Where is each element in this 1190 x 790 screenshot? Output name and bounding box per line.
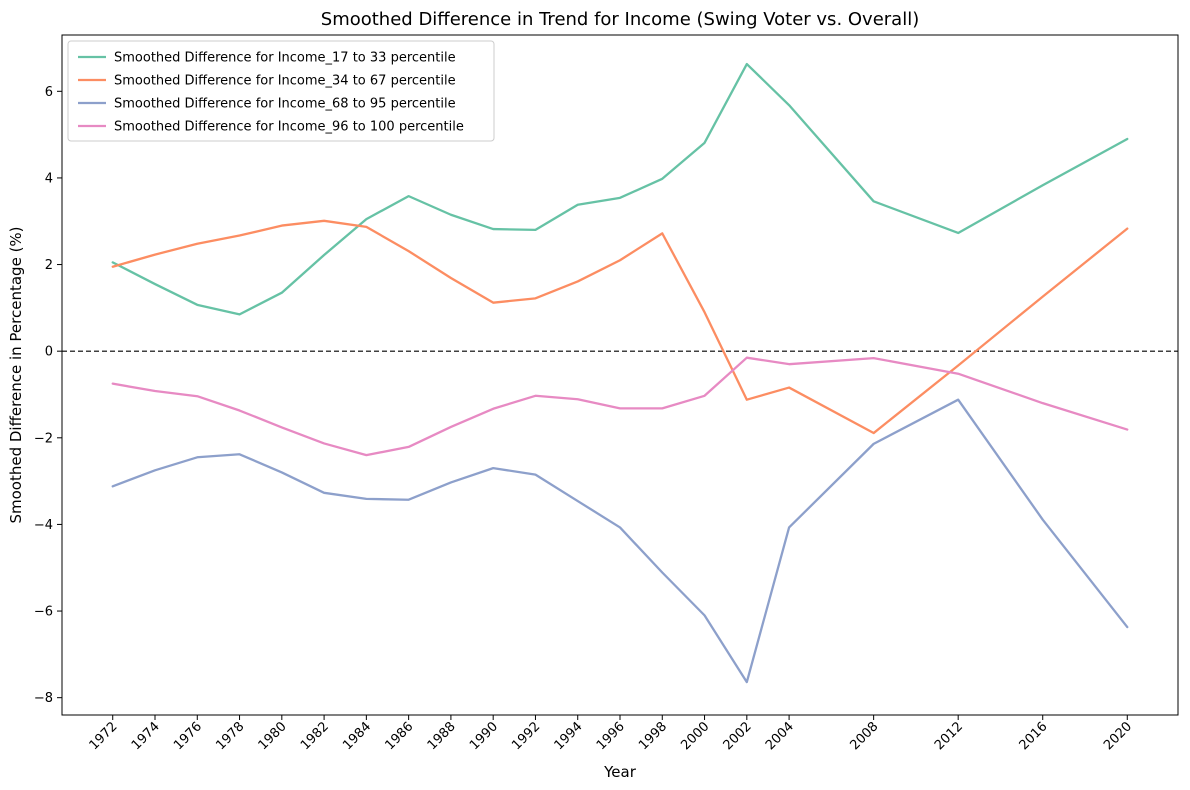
legend-box — [67, 40, 495, 142]
x-tick-label: 2012 — [932, 719, 966, 753]
x-tick-label: 1998 — [636, 719, 670, 753]
y-tick-label: 2 — [45, 258, 53, 273]
y-axis-title: Smoothed Difference in Percentage (%) — [7, 226, 25, 523]
y-tick-label: −2 — [34, 431, 53, 446]
x-tick-label: 1994 — [552, 719, 586, 753]
legend-label-3: Smoothed Difference for Income_68 to 95 … — [114, 97, 456, 112]
x-tick-label: 1988 — [425, 719, 459, 753]
x-tick-label: 2004 — [763, 719, 797, 753]
x-axis-title: Year — [603, 763, 637, 781]
x-tick-label: 2020 — [1101, 719, 1135, 753]
series-line-3 — [111, 398, 1129, 684]
x-tick-label: 1996 — [594, 719, 628, 753]
x-tick-label: 2016 — [1017, 719, 1051, 753]
y-tick-label: 6 — [45, 85, 53, 100]
x-tick-label: 2000 — [678, 719, 712, 753]
x-tick-label: 2002 — [721, 719, 755, 753]
x-tick-label: 1978 — [213, 719, 247, 753]
y-tick-label: −6 — [34, 605, 53, 620]
x-tick-label: 1986 — [382, 719, 416, 753]
x-tick-label: 1976 — [171, 719, 205, 753]
x-tick-label: 1980 — [256, 719, 290, 753]
series-line-2 — [111, 219, 1129, 435]
series-line-4 — [111, 356, 1129, 457]
series-line-1 — [111, 62, 1129, 316]
x-tick-label: 1984 — [340, 719, 374, 753]
y-tick-label: −4 — [34, 518, 53, 533]
x-tick-label: 1990 — [467, 719, 501, 753]
legend-label-1: Smoothed Difference for Income_17 to 33 … — [114, 51, 456, 66]
y-tick-label: −8 — [34, 691, 53, 706]
x-tick-label: 2008 — [847, 719, 881, 753]
legend-label-4: Smoothed Difference for Income_96 to 100… — [114, 120, 464, 135]
x-tick-label: 1972 — [87, 719, 121, 753]
y-tick-label: 4 — [45, 171, 53, 186]
y-tick-label: 0 — [45, 345, 53, 360]
legend: Smoothed Difference for Income_17 to 33 … — [67, 40, 495, 142]
x-tick-label: 1974 — [129, 719, 163, 753]
legend-label-2: Smoothed Difference for Income_34 to 67 … — [114, 74, 456, 89]
chart-title: Smoothed Difference in Trend for Income … — [321, 9, 919, 30]
x-tick-label: 1982 — [298, 719, 332, 753]
x-tick-label: 1992 — [509, 719, 543, 753]
